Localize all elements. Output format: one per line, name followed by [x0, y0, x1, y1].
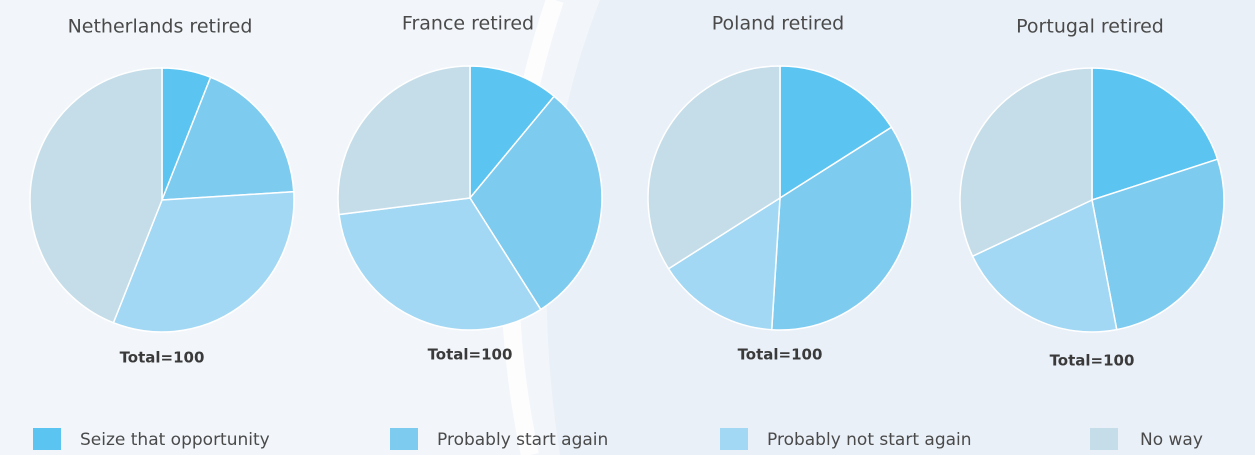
pie-title: Portugal retired: [1016, 16, 1164, 38]
pie-slice: [112, 190, 295, 333]
legend-swatch: [720, 428, 748, 450]
pie-total: Total=100: [428, 346, 513, 364]
pie-total: Total=100: [738, 346, 823, 364]
pie-slice: [1091, 158, 1225, 331]
pie-slice: [647, 65, 781, 270]
legend-label: Probably not start again: [767, 430, 972, 450]
pie-slice: [160, 76, 295, 201]
pie-title: Netherlands retired: [68, 16, 253, 38]
legend-label: Seize that opportunity: [80, 430, 270, 450]
pie-slice: [1091, 67, 1219, 202]
pie-title: France retired: [402, 13, 534, 35]
pie-total: Total=100: [1050, 352, 1135, 370]
legend-swatch: [390, 428, 418, 450]
pie-slice: [469, 65, 556, 201]
pie-slice: [779, 65, 893, 200]
legend-label: Probably start again: [437, 430, 608, 450]
pie-total: Total=100: [120, 349, 205, 367]
legend-swatch: [33, 428, 61, 450]
pie-slice: [667, 196, 781, 331]
pie-slice: [959, 67, 1093, 258]
pie-slice: [770, 126, 913, 331]
pie-slice: [29, 67, 163, 324]
pie-slice: [469, 95, 603, 311]
pie-slice: [337, 65, 471, 216]
pie-slice: [338, 197, 542, 331]
pie-title: Poland retired: [712, 13, 844, 35]
legend-swatch: [1090, 428, 1118, 450]
pie-slice: [971, 198, 1118, 333]
legend-label: No way: [1140, 430, 1203, 450]
